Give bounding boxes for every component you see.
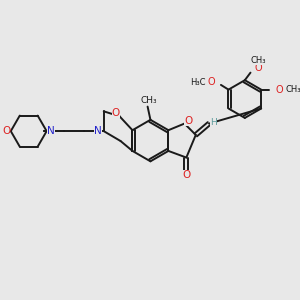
Text: N: N [94, 126, 102, 136]
Text: CH₃: CH₃ [140, 96, 157, 105]
Text: O: O [184, 116, 192, 126]
Text: CH₃: CH₃ [250, 56, 266, 65]
Text: H: H [210, 118, 217, 127]
Text: O: O [182, 169, 190, 179]
Text: H₃C: H₃C [190, 78, 206, 87]
Text: O: O [275, 85, 283, 94]
Text: O: O [208, 77, 215, 87]
Text: CH₃: CH₃ [286, 85, 300, 94]
Text: O: O [2, 126, 10, 136]
Text: O: O [112, 109, 120, 118]
Text: O: O [254, 63, 262, 73]
Text: N: N [47, 126, 55, 136]
